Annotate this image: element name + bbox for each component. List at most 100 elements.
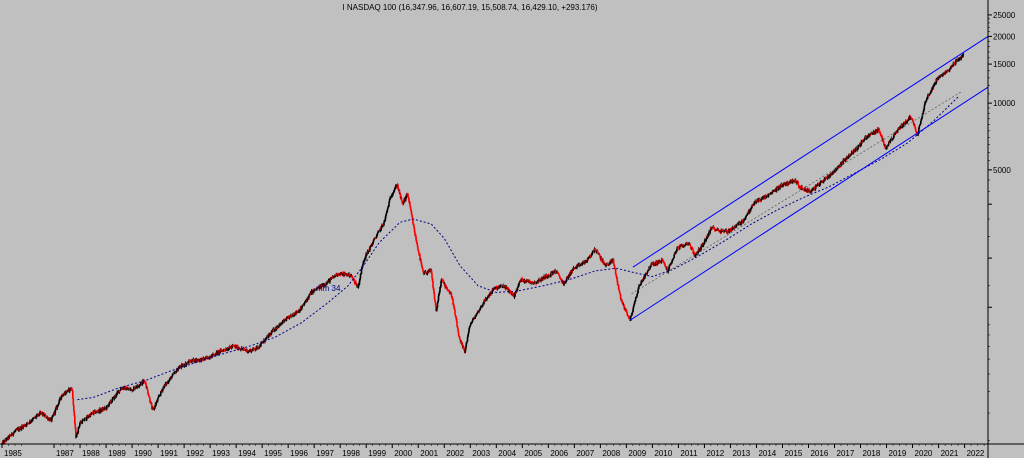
- candle-up: [532, 282, 534, 285]
- candle-body: [272, 330, 274, 331]
- candle-down: [616, 280, 619, 286]
- candle-body: [78, 426, 81, 428]
- candle-body: [831, 172, 834, 175]
- candle-body: [789, 180, 792, 184]
- candle-up: [154, 402, 157, 409]
- candle-body: [780, 183, 783, 187]
- candle-body: [767, 195, 770, 197]
- candle-body: [649, 266, 652, 268]
- candle-body: [324, 283, 327, 285]
- candle-body: [634, 298, 637, 301]
- candle-up: [709, 230, 711, 235]
- candle-body: [479, 307, 482, 309]
- candle-body: [81, 420, 84, 424]
- candle-body: [67, 389, 70, 392]
- candle-body: [72, 405, 75, 411]
- candle-down: [764, 194, 767, 200]
- candle-up: [482, 302, 484, 307]
- candle-body: [636, 292, 639, 294]
- candle-body: [408, 202, 411, 203]
- candle-body: [498, 287, 501, 289]
- candle-body: [356, 285, 359, 286]
- candle-body: [500, 285, 503, 287]
- candle-body: [205, 357, 207, 359]
- candle-body: [573, 267, 575, 269]
- candle-up: [57, 404, 60, 407]
- candle-down: [621, 300, 624, 305]
- candle-body: [526, 279, 528, 282]
- candle-body: [136, 384, 139, 388]
- candle-body: [12, 433, 15, 436]
- candle-body: [73, 415, 76, 424]
- candle-down: [758, 197, 761, 201]
- candle-body: [833, 170, 836, 173]
- candle-body: [151, 404, 153, 409]
- candle-body: [13, 431, 16, 433]
- candle-up: [488, 294, 491, 296]
- candle-down: [794, 178, 797, 183]
- candle-body: [426, 273, 428, 275]
- candle-body: [77, 427, 80, 433]
- candle-up: [396, 184, 398, 189]
- candle-body: [146, 387, 149, 390]
- candle-body: [743, 218, 746, 221]
- candle-body: [157, 398, 159, 401]
- candle-down: [454, 308, 456, 316]
- candle-up: [97, 411, 100, 414]
- candle-up: [383, 219, 386, 223]
- candle-body: [430, 270, 433, 274]
- candle-body: [761, 197, 764, 199]
- candle-body: [326, 282, 328, 285]
- candle-body: [465, 342, 468, 345]
- candle-up: [133, 385, 135, 391]
- candle-body: [237, 345, 239, 350]
- candle-body: [371, 243, 373, 246]
- candle-body: [644, 275, 646, 278]
- candle-body: [663, 262, 665, 264]
- candle-body: [147, 393, 150, 396]
- candle-body: [576, 264, 579, 267]
- candle-up: [402, 201, 405, 205]
- candle-body: [279, 323, 281, 327]
- candle-body: [193, 361, 196, 363]
- candle-body: [394, 188, 396, 190]
- candle-body: [2, 440, 5, 444]
- candle-up: [791, 180, 794, 185]
- candle-up: [739, 222, 741, 226]
- candle-body: [791, 181, 794, 183]
- candle-down: [445, 284, 447, 290]
- candle-body: [136, 387, 138, 389]
- candle-up: [372, 239, 375, 244]
- candle-down: [148, 395, 151, 398]
- candle-body: [179, 366, 182, 367]
- candle-body: [267, 334, 270, 338]
- candle-body: [149, 397, 151, 402]
- candle-up: [288, 316, 291, 320]
- candle-body: [729, 228, 732, 231]
- candle-down: [627, 315, 630, 320]
- candle-body: [637, 288, 639, 293]
- candle-body: [63, 393, 66, 395]
- candle-down: [190, 358, 192, 363]
- candle-body: [386, 211, 388, 213]
- candle-body: [147, 389, 149, 394]
- candle-body: [225, 349, 228, 351]
- candle-down: [821, 180, 824, 184]
- candle-body: [535, 282, 538, 284]
- candle-body: [479, 308, 481, 311]
- candle-body: [726, 231, 729, 233]
- candle-body: [372, 240, 375, 243]
- candle-body: [246, 349, 249, 353]
- candle-body: [94, 410, 97, 414]
- candle-body: [735, 225, 737, 228]
- candle-body: [60, 396, 63, 399]
- candle-body: [132, 390, 135, 391]
- candle-body: [397, 184, 399, 188]
- candle-body: [526, 279, 529, 281]
- candle-body: [470, 322, 473, 324]
- candle-body: [589, 255, 591, 259]
- candle-up: [222, 348, 225, 352]
- candle-body: [148, 395, 150, 397]
- candle-body: [646, 270, 649, 273]
